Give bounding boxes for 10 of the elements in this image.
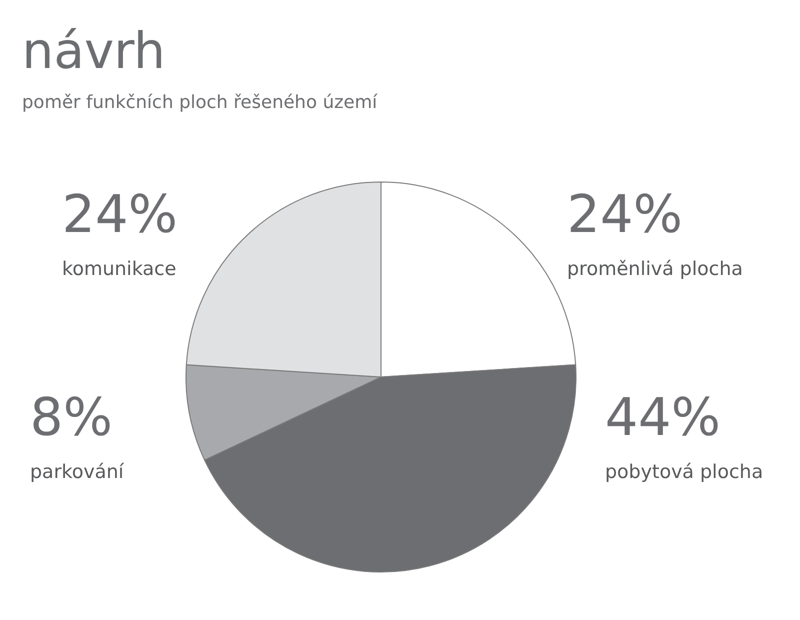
data-label: 24% [62, 185, 178, 245]
slice-label: komunikace [62, 258, 176, 280]
slice-label: parkování [30, 461, 124, 483]
chart-subtitle: poměr funkčních ploch řešeného území [22, 92, 378, 113]
chart-title: návrh [22, 22, 166, 80]
slice-label: pobytová plocha [605, 461, 764, 483]
data-label: 8% [30, 388, 112, 448]
data-label: 44% [605, 388, 721, 448]
slice-label: proměnlivá plocha [567, 258, 743, 280]
data-label: 24% [567, 185, 683, 245]
